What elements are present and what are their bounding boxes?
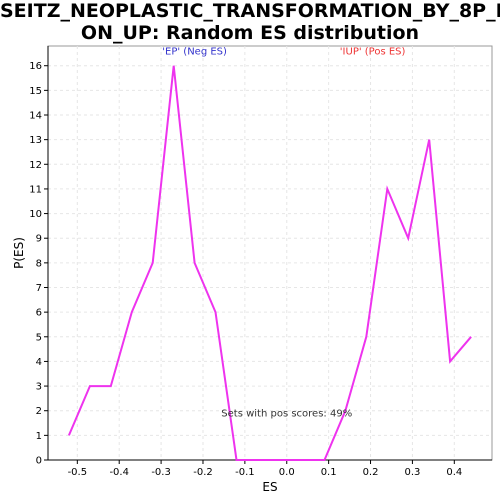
y-tick-label: 7 bbox=[36, 283, 42, 294]
x-tick-label: -0.2 bbox=[193, 467, 213, 478]
x-ticks: -0.5 -0.4 -0.3 -0.2 -0.1 0.0 0.1 0.2 0.3 0.4 bbox=[68, 460, 462, 478]
x-axis-label: ES bbox=[262, 480, 277, 494]
y-tick-label: 11 bbox=[29, 184, 42, 195]
chart-title: SEITZ_NEOPLASTIC_TRANSFORMATION_BY_8P_DE… bbox=[0, 0, 500, 44]
y-axis-label: P(ES) bbox=[12, 237, 26, 269]
x-tick-label: -0.3 bbox=[151, 467, 171, 478]
annotations: 'EP' (Neg ES) 'IUP' (Pos ES) Sets with pos… bbox=[162, 46, 405, 419]
x-tick-label: -0.1 bbox=[235, 467, 255, 478]
x-tick-label: -0.4 bbox=[109, 467, 129, 478]
series-group bbox=[67, 65, 472, 461]
chart-title-line-1: SEITZ_NEOPLASTIC_TRANSFORMATION_BY_8P_DE… bbox=[0, 0, 500, 22]
y-tick-label: 0 bbox=[36, 456, 42, 467]
y-tick-label: 15 bbox=[29, 86, 42, 97]
annotation-label: 'EP' (Neg ES) bbox=[162, 46, 227, 57]
annotation-label: Sets with pos scores: 49% bbox=[221, 409, 352, 420]
annotation-label: 'IUP' (Pos ES) bbox=[340, 46, 406, 57]
y-tick-label: 3 bbox=[36, 382, 42, 393]
y-tick-label: 12 bbox=[29, 160, 42, 171]
y-tick-label: 5 bbox=[36, 332, 42, 343]
x-tick-label: 0.1 bbox=[321, 467, 337, 478]
y-tick-label: 6 bbox=[36, 308, 42, 319]
plot-area bbox=[47, 45, 493, 461]
x-tick-label: -0.5 bbox=[68, 467, 88, 478]
y-tick-label: 13 bbox=[29, 135, 42, 146]
y-tick-label: 2 bbox=[36, 406, 42, 417]
y-tick-label: 10 bbox=[29, 209, 42, 220]
x-tick-label: 0.0 bbox=[279, 467, 295, 478]
y-tick-label: 1 bbox=[36, 431, 42, 442]
y-tick-label: 9 bbox=[36, 234, 42, 245]
x-tick-label: 0.4 bbox=[446, 467, 462, 478]
series-line bbox=[67, 65, 472, 461]
chart-title-line-2: ON_UP: Random ES distribution bbox=[80, 22, 420, 44]
x-tick-label: 0.2 bbox=[363, 467, 379, 478]
x-tick-label: 0.3 bbox=[404, 467, 420, 478]
y-tick-label: 4 bbox=[36, 357, 42, 368]
y-tick-label: 8 bbox=[36, 258, 42, 269]
y-tick-label: 16 bbox=[29, 61, 42, 72]
y-tick-label: 14 bbox=[29, 111, 42, 122]
